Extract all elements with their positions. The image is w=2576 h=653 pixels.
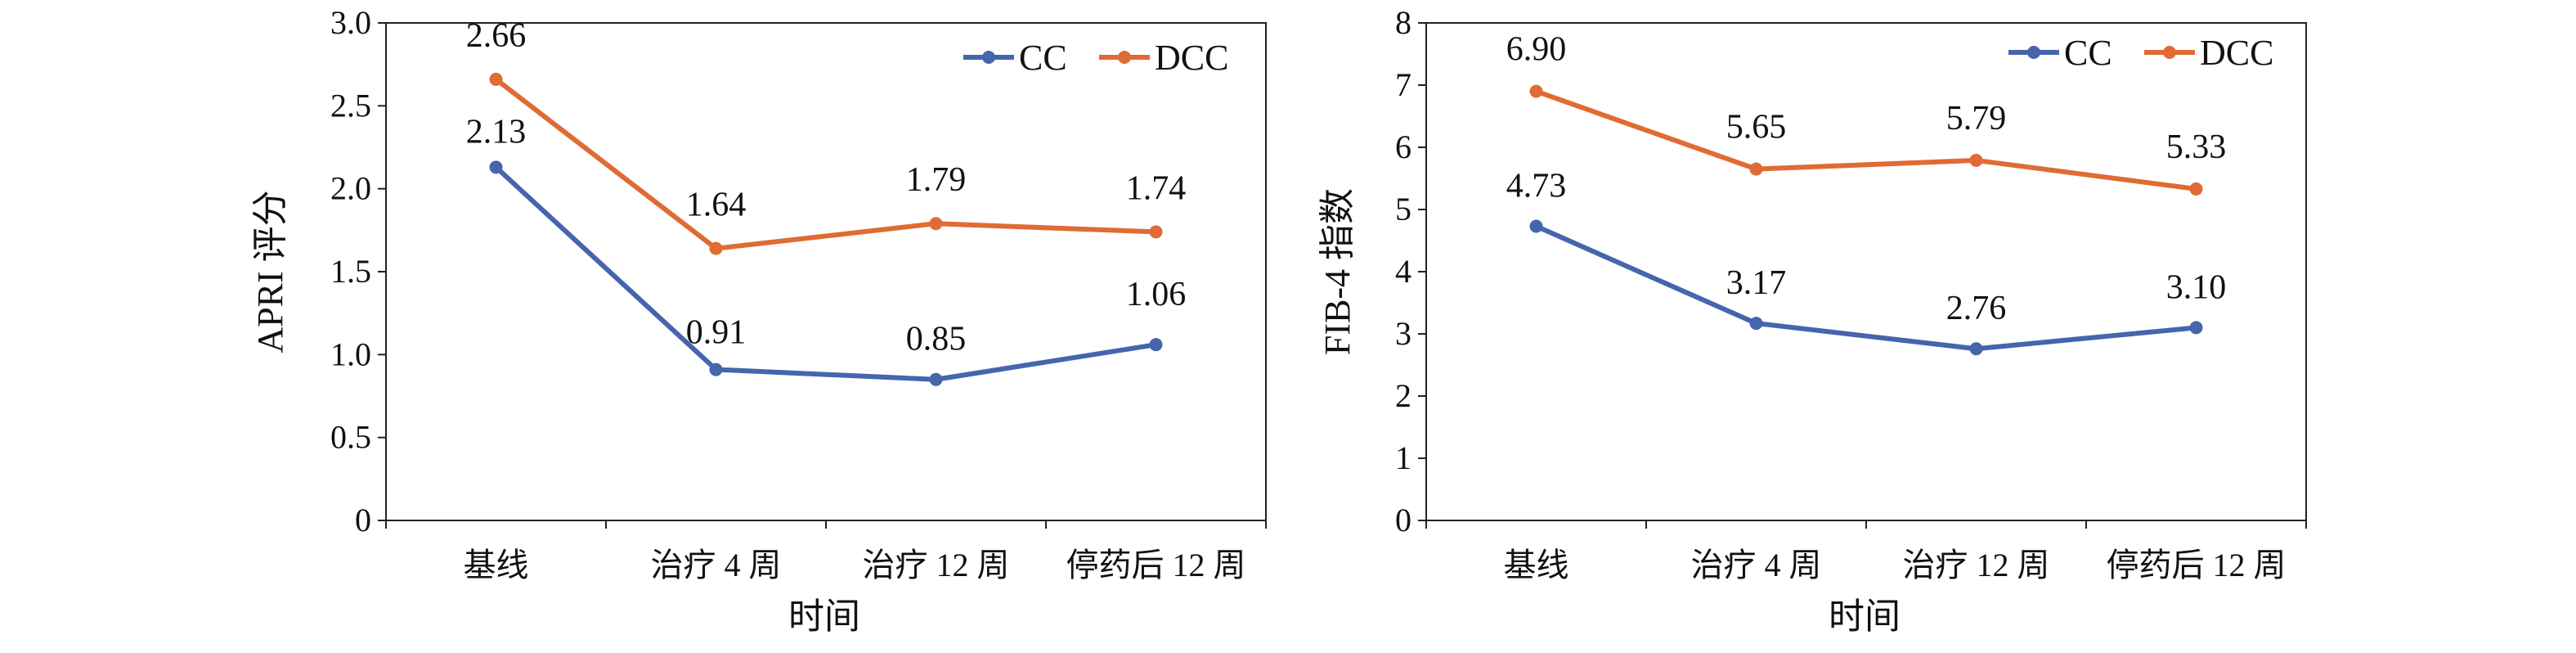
chart2-y-tick-label: 0 — [1395, 502, 1411, 538]
chart1-series-cc-point — [489, 160, 503, 174]
chart2-series-dcc-point — [1969, 153, 1983, 167]
chart2-x-axis-title: 时间 — [1829, 597, 1901, 637]
chart1-series-cc-point — [709, 363, 723, 376]
chart1-y-tick-label: 0.5 — [330, 419, 371, 456]
chart1-series-dcc-line — [493, 76, 1159, 251]
chart1-y-tick-label: 1.0 — [330, 336, 371, 372]
chart1-series-dcc-data-label: 1.79 — [906, 161, 967, 199]
chart2-series-cc-data-label: 3.17 — [1726, 264, 1787, 302]
chart2-series-cc-point — [1749, 317, 1763, 331]
chart2-x-tick-label: 治疗 12 周 — [1903, 547, 2050, 583]
chart2-series-dcc-point — [1529, 84, 1543, 98]
chart2-y-tick-label: 4 — [1395, 253, 1411, 290]
chart1-x-tick-label: 停药后 12 周 — [1066, 547, 1246, 583]
chart1-y-tick-label: 2.5 — [330, 87, 371, 124]
chart1-series-cc-data-label: 0.91 — [686, 314, 747, 352]
chart2-series-dcc-data-label: 5.65 — [1726, 109, 1787, 146]
chart1-series-cc-data-label: 2.13 — [466, 113, 527, 151]
chart1-series-dcc-point — [929, 217, 943, 231]
chart1-series-dcc-point — [489, 72, 503, 86]
chart1-x-tick-label: 治疗 12 周 — [863, 547, 1010, 583]
chart2-x-tick-label: 停药后 12 周 — [2107, 547, 2287, 583]
chart2-y-tick-label: 2 — [1395, 377, 1411, 414]
chart2-series-dcc-point — [2189, 182, 2203, 196]
chart1-y-tick-label: 2.0 — [330, 170, 371, 207]
chart1-x-tick-label: 基线 — [464, 547, 529, 583]
chart1-x-axis-title: 时间 — [788, 597, 860, 637]
chart1-series-dcc-point — [709, 241, 723, 255]
chart2-y-tick-label: 5 — [1395, 191, 1411, 227]
chart2-legend-cc-label: CC — [2064, 33, 2112, 73]
chart1-series-dcc-data-label: 1.74 — [1126, 169, 1187, 207]
chart2-series-cc-data-label: 3.10 — [2166, 268, 2227, 306]
chart1-y-tick-label: 0 — [355, 502, 371, 538]
chart2-y-axis-title: FIB-4 指数 — [1317, 188, 1358, 355]
chart1-legend-cc-label: CC — [1019, 38, 1067, 78]
chart1-legend-dcc-label: DCC — [1155, 38, 1228, 78]
chart2-series-dcc-point — [1749, 162, 1763, 176]
chart2-y-tick-label: 6 — [1395, 128, 1411, 165]
chart2-series-cc-data-label: 4.73 — [1506, 168, 1567, 205]
chart1-series-dcc-data-label: 1.64 — [686, 187, 747, 224]
chart2-y-tick-label: 3 — [1395, 315, 1411, 352]
chart2-legend-dcc-marker — [2163, 46, 2176, 59]
chart2-series-cc-point — [1969, 342, 1983, 356]
chart2-legend-dcc-label: DCC — [2200, 33, 2273, 73]
chart1-series-dcc-point — [1149, 225, 1163, 239]
chart2-series-dcc-data-label: 5.79 — [1946, 100, 2007, 137]
chart2-legend-cc-marker — [2027, 46, 2040, 59]
chart1-series-cc-line — [493, 164, 1159, 382]
chart2-series-dcc-data-label: 5.33 — [2166, 128, 2227, 166]
chart2-y-tick-label: 7 — [1395, 66, 1411, 103]
chart1-series-cc-point — [1149, 338, 1163, 352]
chart1-series-cc-data-label: 1.06 — [1126, 276, 1187, 313]
chart2-y-tick-label: 8 — [1395, 4, 1411, 41]
chart2-y-tick-label: 1 — [1395, 439, 1411, 476]
chart1-series-cc-data-label: 0.85 — [906, 321, 967, 358]
chart2-x-tick-label: 基线 — [1504, 547, 1569, 583]
chart1-series-dcc-data-label: 2.66 — [466, 17, 527, 55]
chart1-legend-dcc-marker — [1118, 51, 1131, 64]
chart2-series-cc-point — [2189, 321, 2203, 335]
chart1-series-cc-point — [929, 372, 943, 386]
chart1-y-tick-label: 1.5 — [330, 253, 371, 290]
chart2-series-cc-data-label: 2.76 — [1946, 290, 2007, 327]
chart1-legend-cc-marker — [982, 51, 995, 64]
chart2-series-dcc-line — [1533, 88, 2199, 191]
chart2-series-cc-line — [1533, 223, 2199, 352]
chart1-x-tick-label: 治疗 4 周 — [651, 547, 782, 583]
chart1-y-axis-title: APRI 评分 — [250, 190, 290, 353]
chart2-series-cc-point — [1529, 219, 1543, 233]
chart1-y-tick-label: 3.0 — [330, 4, 371, 41]
chart2-x-tick-label: 治疗 4 周 — [1691, 547, 1822, 583]
chart2-series-dcc-data-label: 6.90 — [1506, 31, 1567, 69]
